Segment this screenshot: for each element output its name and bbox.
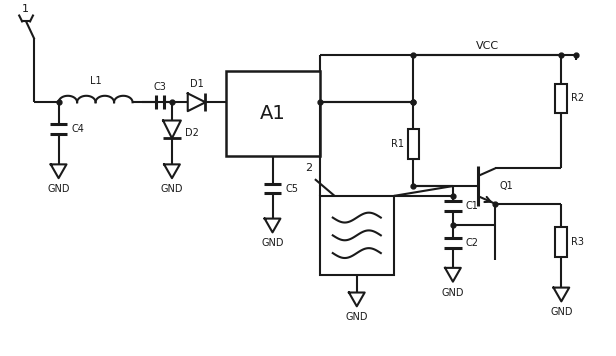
Text: GND: GND xyxy=(261,238,284,248)
Text: C1: C1 xyxy=(466,201,479,211)
Text: D2: D2 xyxy=(185,128,198,138)
Text: C5: C5 xyxy=(285,183,298,194)
Text: GND: GND xyxy=(442,288,464,298)
Text: D1: D1 xyxy=(190,79,203,89)
Bar xyxy=(556,84,567,113)
Text: 2: 2 xyxy=(305,163,312,173)
Text: L1: L1 xyxy=(90,77,102,87)
Text: R3: R3 xyxy=(571,237,584,247)
Text: VCC: VCC xyxy=(476,41,499,51)
Text: C4: C4 xyxy=(71,124,84,134)
Text: GND: GND xyxy=(47,184,70,194)
Text: C2: C2 xyxy=(466,238,479,248)
Text: R2: R2 xyxy=(571,93,585,103)
Bar xyxy=(320,196,394,275)
Text: R1: R1 xyxy=(391,139,403,149)
Bar xyxy=(556,227,567,257)
Text: 1: 1 xyxy=(22,4,29,14)
Bar xyxy=(408,129,419,159)
Bar xyxy=(226,71,320,157)
Text: GND: GND xyxy=(550,307,573,317)
Text: GND: GND xyxy=(161,184,183,194)
Text: C3: C3 xyxy=(154,82,166,93)
Text: A1: A1 xyxy=(260,104,286,123)
Text: GND: GND xyxy=(346,312,368,322)
Text: Q1: Q1 xyxy=(499,181,513,191)
